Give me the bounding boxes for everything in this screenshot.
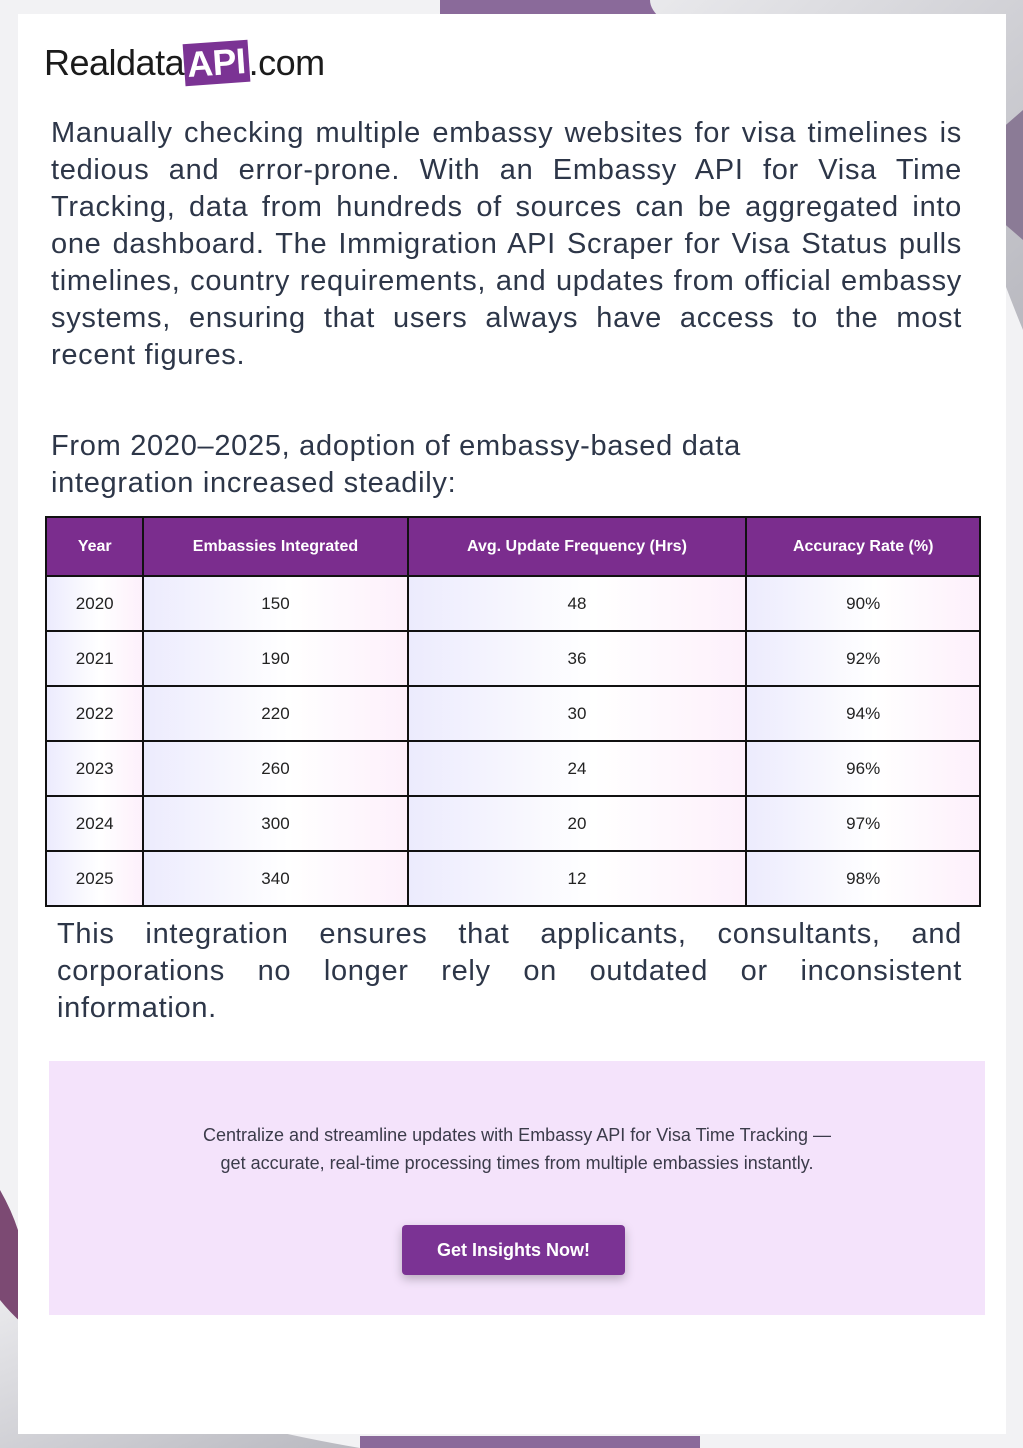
table-row: 2022 220 30 94% bbox=[44, 685, 981, 742]
header-cell: Embassies Integrated bbox=[142, 516, 409, 577]
table-cell: 2021 bbox=[44, 630, 145, 687]
table-cell: 24 bbox=[406, 740, 748, 797]
table-cell: 98% bbox=[745, 850, 981, 907]
data-table: Year Embassies Integrated Avg. Update Freq… bbox=[44, 516, 981, 907]
table-cell: 30 bbox=[406, 685, 748, 742]
closing-paragraph: This integration ensures that applicants… bbox=[57, 918, 962, 1024]
table-cell: 220 bbox=[142, 685, 409, 742]
logo-suffix: .com bbox=[248, 42, 326, 83]
table-cell: 92% bbox=[745, 630, 981, 687]
table-cell: 12 bbox=[406, 850, 748, 907]
table-cell: 94% bbox=[745, 685, 981, 742]
table-row: 2020 150 48 90% bbox=[44, 575, 981, 632]
table-row: 2025 340 12 98% bbox=[44, 850, 981, 907]
table-cell: 260 bbox=[142, 740, 409, 797]
cta-text: Centralize and streamline updates with E… bbox=[203, 1125, 831, 1173]
table-cell: 48 bbox=[406, 575, 748, 632]
intro-paragraph: Manually checking multiple embassy websi… bbox=[51, 117, 962, 371]
table-cell: 190 bbox=[142, 630, 409, 687]
table-cell: 150 bbox=[142, 575, 409, 632]
table-body: 2020 150 48 90% 2021 190 36 92% 2022 220 30 94% 2023… bbox=[44, 575, 981, 907]
table-cell: 20 bbox=[406, 795, 748, 852]
logo: RealdataAPI.com bbox=[44, 39, 326, 87]
swoosh bbox=[360, 1436, 700, 1448]
table-cell: 300 bbox=[142, 795, 409, 852]
logo-highlight: API bbox=[182, 39, 251, 87]
table-cell: 90% bbox=[745, 575, 981, 632]
header-row: Year Embassies Integrated Avg. Update Freq… bbox=[44, 516, 981, 577]
header-cell: Year bbox=[44, 516, 145, 577]
table-cell: 97% bbox=[745, 795, 981, 852]
lead-paragraph: From 2020–2025, adoption of embassy-base… bbox=[51, 430, 741, 499]
table-cell: 36 bbox=[406, 630, 748, 687]
table-cell: 2024 bbox=[44, 795, 145, 852]
table-cell: 2025 bbox=[44, 850, 145, 907]
table-row: 2024 300 20 97% bbox=[44, 795, 981, 852]
cta-box: Centralize and streamline updates with E… bbox=[49, 1061, 985, 1315]
header-cell: Avg. Update Frequency (Hrs) bbox=[406, 516, 748, 577]
table-cell: 2023 bbox=[44, 740, 145, 797]
table-cell: 340 bbox=[142, 850, 409, 907]
table-cell: 96% bbox=[745, 740, 981, 797]
logo-prefix: Realdata bbox=[44, 42, 185, 83]
table-head: Year Embassies Integrated Avg. Update Freq… bbox=[44, 516, 981, 577]
table-cell: 2022 bbox=[44, 685, 145, 742]
cta-button[interactable]: Get Insights Now! bbox=[402, 1225, 625, 1275]
table-cell: 2020 bbox=[44, 575, 145, 632]
header-cell: Accuracy Rate (%) bbox=[745, 516, 981, 577]
table-row: 2023 260 24 96% bbox=[44, 740, 981, 797]
table-row: 2021 190 36 92% bbox=[44, 630, 981, 687]
